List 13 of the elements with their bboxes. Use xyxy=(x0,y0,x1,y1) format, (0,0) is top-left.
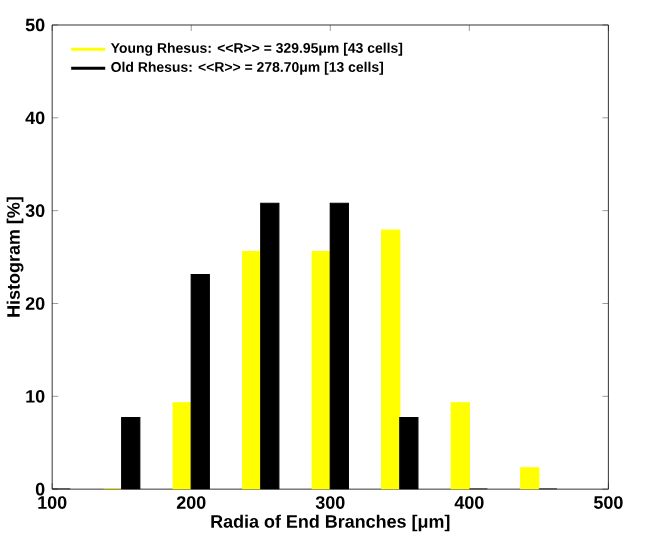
x-tick-label: 300 xyxy=(315,496,345,509)
x-tick-label: 100 xyxy=(38,496,67,509)
y-axis-title: Histogram [%] xyxy=(6,197,24,317)
y-tick-label: 20 xyxy=(25,297,45,310)
x-tick-label: 200 xyxy=(176,496,206,509)
y-tick-label: 10 xyxy=(26,389,45,403)
x-tick-label: 500 xyxy=(593,496,623,509)
y-tick-label: 40 xyxy=(25,111,45,125)
y-tick-label: 50 xyxy=(25,18,45,32)
y-tick-label: 30 xyxy=(25,204,45,217)
x-axis-title: Radia of End Branches [μm] xyxy=(211,514,450,532)
y-tick-label: 0 xyxy=(35,482,45,496)
x-tick-label: 400 xyxy=(454,496,484,509)
